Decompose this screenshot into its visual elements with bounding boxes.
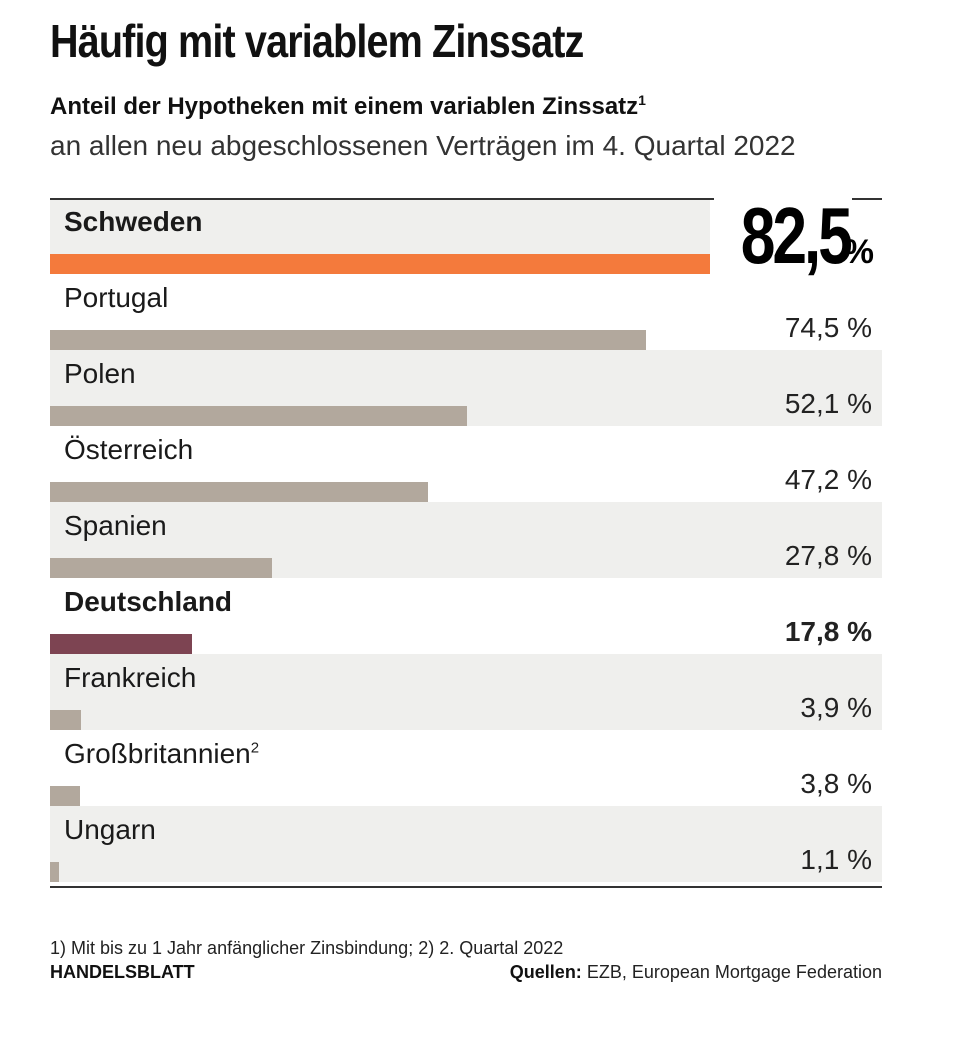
chart-row: Polen 52,1 %: [50, 350, 882, 426]
category-label: Österreich: [64, 434, 193, 466]
value-label: 74,5 %: [784, 312, 872, 343]
chart-row: Deutschland 17,8 %: [50, 578, 882, 654]
footnote: 1) Mit bis zu 1 Jahr anfänglicher Zinsbi…: [50, 938, 564, 958]
chart-subtitle: Anteil der Hypotheken mit einem variable…: [50, 92, 646, 121]
category-footnote-mark: 2: [250, 739, 260, 757]
bar: [50, 558, 273, 578]
category-label-text: Portugal: [64, 282, 169, 313]
category-label: Ungarn: [64, 814, 156, 846]
chart-row: Spanien 27,8 %: [50, 502, 882, 578]
value-label: 1,1 %: [800, 844, 872, 875]
source-line: Quellen: EZB, European Mortgage Federati…: [510, 962, 882, 983]
big-value-unit: %: [843, 233, 874, 271]
category-label: Großbritannien2: [64, 738, 259, 770]
chart-row: Ungarn 1,1 %: [50, 806, 882, 882]
bar: [50, 254, 710, 274]
chart-title: Häufig mit variablem Zinssatz: [50, 15, 584, 67]
category-label: Schweden: [64, 206, 202, 238]
category-label: Frankreich: [64, 662, 196, 694]
value-label: 52,1 %: [784, 388, 872, 419]
bar: [50, 406, 467, 426]
bar: [50, 634, 193, 654]
chart-row: Großbritannien2 3,8 %: [50, 730, 882, 806]
chart-row: Schweden 82,5%: [50, 196, 882, 276]
bar: [50, 330, 646, 350]
bar: [50, 710, 82, 730]
value-label: 27,8 %: [784, 540, 872, 571]
category-label: Spanien: [64, 510, 167, 542]
category-label-text: Frankreich: [64, 662, 197, 693]
chart-row: Österreich 47,2 %: [50, 426, 882, 502]
source-text: EZB, European Mortgage Federation: [581, 962, 882, 982]
bar: [50, 862, 59, 882]
category-label-text: Großbritannien: [64, 738, 251, 769]
category-label-text: Schweden: [64, 206, 203, 237]
value-label: 47,2 %: [784, 464, 872, 495]
category-label: Deutschland: [64, 586, 232, 618]
big-value-box: 82,5%: [710, 196, 882, 276]
value-label: 17,8 %: [784, 616, 872, 647]
top-rule: [50, 198, 714, 200]
category-label: Portugal: [64, 282, 168, 314]
category-label-text: Spanien: [64, 510, 167, 541]
category-label-text: Polen: [64, 358, 136, 389]
chart-subtitle-secondary: an allen neu abgeschlossenen Verträgen i…: [50, 130, 796, 161]
bar-chart: Schweden 82,5% Portugal 74,5 % Polen 52,1 % Ös…: [50, 196, 882, 888]
chart-row: Frankreich 3,9 %: [50, 654, 882, 730]
bar: [50, 482, 428, 502]
subtitle-footnote-mark: 1: [638, 92, 646, 108]
value-label: 3,9 %: [800, 692, 872, 723]
category-label-text: Deutschland: [64, 586, 233, 617]
chart-row: Portugal 74,5 %: [50, 274, 882, 350]
bar: [50, 786, 81, 806]
category-label: Polen: [64, 358, 136, 390]
top-rule-right: [852, 198, 882, 200]
category-label-text: Ungarn: [64, 814, 156, 845]
category-label-text: Österreich: [64, 434, 194, 465]
big-value-label: 82,5%: [710, 196, 874, 276]
source-label: Quellen:: [509, 962, 582, 982]
subtitle-text: Anteil der Hypotheken mit einem variable…: [50, 93, 639, 120]
bottom-rule: [50, 886, 882, 888]
big-value-number: 82,5: [740, 191, 853, 280]
value-label: 3,8 %: [800, 768, 872, 799]
brand-logo-text: HANDELSBLATT: [50, 962, 195, 982]
